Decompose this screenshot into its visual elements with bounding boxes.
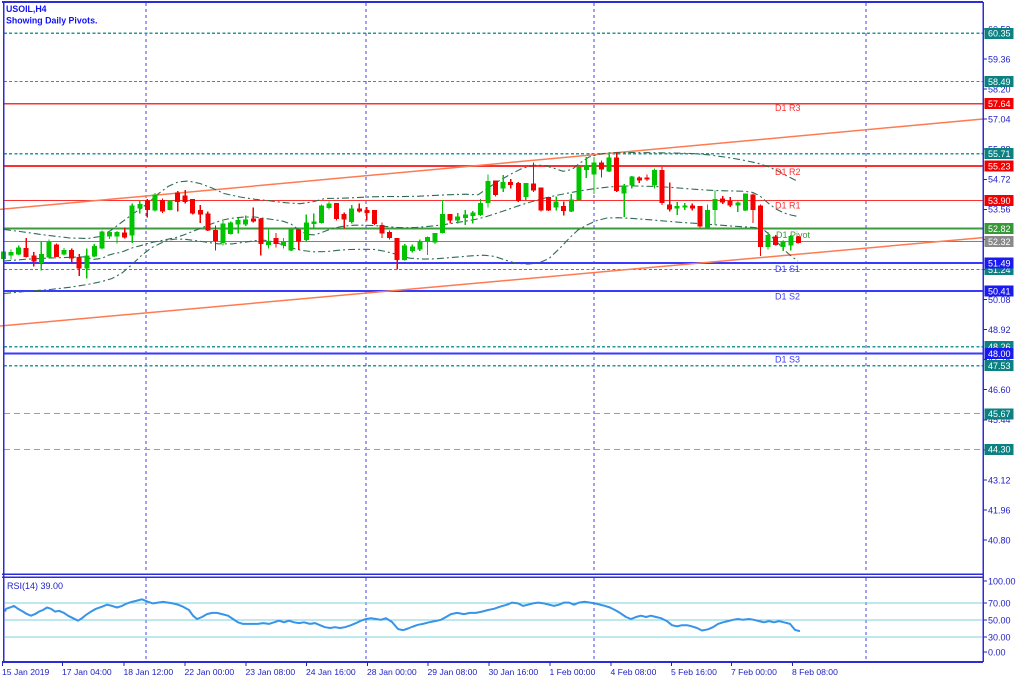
svg-text:D1 R1: D1 R1: [775, 201, 801, 211]
svg-text:5 Feb 16:00: 5 Feb 16:00: [671, 667, 717, 677]
svg-text:D1 R3: D1 R3: [775, 103, 801, 113]
svg-text:23 Jan 08:00: 23 Jan 08:00: [246, 667, 296, 677]
svg-text:57.04: 57.04: [988, 115, 1011, 125]
svg-text:58.20: 58.20: [988, 85, 1011, 95]
svg-text:50.41: 50.41: [988, 286, 1011, 296]
svg-text:59.36: 59.36: [988, 54, 1011, 64]
svg-text:1 Feb 00:00: 1 Feb 00:00: [550, 667, 596, 677]
svg-text:58.49: 58.49: [988, 77, 1011, 87]
svg-text:53.56: 53.56: [988, 205, 1011, 215]
svg-text:17 Jan 04:00: 17 Jan 04:00: [62, 667, 112, 677]
svg-text:28 Jan 00:00: 28 Jan 00:00: [367, 667, 417, 677]
svg-text:D1 S1: D1 S1: [775, 264, 800, 274]
svg-text:15 Jan 2019: 15 Jan 2019: [2, 667, 50, 677]
svg-text:50.00: 50.00: [988, 615, 1011, 625]
svg-text:18 Jan 12:00: 18 Jan 12:00: [124, 667, 174, 677]
svg-text:50.08: 50.08: [988, 295, 1011, 305]
svg-text:4 Feb 08:00: 4 Feb 08:00: [611, 667, 657, 677]
svg-text:29 Jan 08:00: 29 Jan 08:00: [428, 667, 478, 677]
svg-text:55.71: 55.71: [988, 149, 1011, 159]
svg-text:30.00: 30.00: [988, 632, 1011, 642]
svg-text:48.00: 48.00: [988, 349, 1011, 359]
svg-text:57.64: 57.64: [988, 99, 1011, 109]
svg-text:52.82: 52.82: [988, 224, 1011, 234]
svg-text:0.00: 0.00: [988, 647, 1006, 657]
svg-text:53.90: 53.90: [988, 196, 1011, 206]
svg-text:45.44: 45.44: [988, 415, 1011, 425]
svg-text:24 Jan 16:00: 24 Jan 16:00: [306, 667, 356, 677]
svg-text:Showing Daily Pivots.: Showing Daily Pivots.: [6, 16, 97, 26]
svg-text:54.72: 54.72: [988, 175, 1011, 185]
svg-text:D1 Pivot: D1 Pivot: [776, 230, 811, 240]
svg-text:51.49: 51.49: [988, 258, 1011, 268]
svg-text:D1 S3: D1 S3: [775, 355, 800, 365]
svg-text:USOIL,H4: USOIL,H4: [6, 4, 47, 14]
svg-text:55.23: 55.23: [988, 161, 1011, 171]
svg-text:52.32: 52.32: [988, 237, 1011, 247]
svg-text:100.00: 100.00: [988, 576, 1016, 586]
svg-text:46.60: 46.60: [988, 385, 1011, 395]
svg-text:7 Feb 00:00: 7 Feb 00:00: [731, 667, 777, 677]
svg-text:48.92: 48.92: [988, 325, 1011, 335]
svg-text:D1 S2: D1 S2: [775, 292, 800, 302]
svg-text:RSI(14) 39.00: RSI(14) 39.00: [7, 581, 63, 591]
svg-text:D1 R2: D1 R2: [775, 167, 801, 177]
svg-text:47.53: 47.53: [988, 361, 1011, 371]
svg-text:22 Jan 00:00: 22 Jan 00:00: [185, 667, 235, 677]
svg-text:51.24: 51.24: [988, 265, 1011, 275]
svg-text:70.00: 70.00: [988, 598, 1011, 608]
svg-text:40.80: 40.80: [988, 536, 1011, 546]
svg-text:60.35: 60.35: [988, 29, 1011, 39]
svg-text:41.96: 41.96: [988, 505, 1011, 515]
svg-text:48.26: 48.26: [988, 342, 1011, 352]
svg-text:8 Feb 08:00: 8 Feb 08:00: [792, 667, 838, 677]
svg-text:30 Jan 16:00: 30 Jan 16:00: [489, 667, 539, 677]
svg-text:44.30: 44.30: [988, 445, 1011, 455]
svg-text:45.67: 45.67: [988, 409, 1011, 419]
svg-text:43.12: 43.12: [988, 475, 1011, 485]
